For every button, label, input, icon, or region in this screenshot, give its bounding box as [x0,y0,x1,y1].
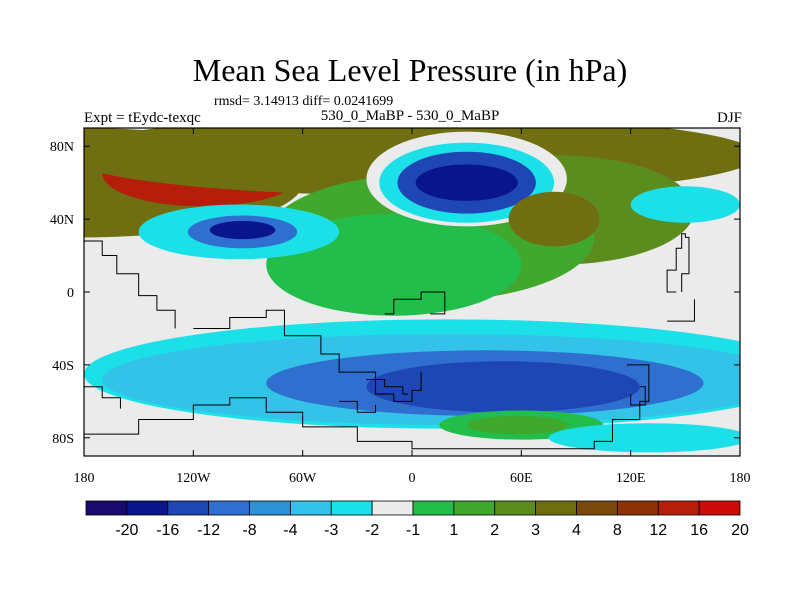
colorbar-label: 1 [449,522,458,539]
colorbar-swatch [616,500,659,516]
y-tick-label: 0 [67,286,74,301]
stats-line: rmsd= 3.14913 diff= 0.0241699 [214,94,394,109]
x-tick-label: 0 [409,471,416,486]
contour-region-22 [548,423,740,453]
colorbar-label: -20 [115,522,138,539]
colorbar-label: -12 [197,522,220,539]
coastline-2 [84,240,176,329]
colorbar-swatch [208,500,250,516]
contour-region-21 [466,415,569,435]
colorbar-label: -8 [242,522,256,539]
contour-region-14 [209,220,276,240]
colorbar-label: -3 [324,522,338,539]
colorbar-swatch [371,500,414,516]
case-label: 530_0_MaBP - 530_0_MaBP [320,108,500,124]
x-tick-label: 60E [510,471,533,486]
coastline-7 [339,400,377,413]
colorbar-swatch [330,500,373,516]
colorbar-label: -4 [283,522,297,539]
colorbar-swatch [657,500,700,516]
colorbar-label: -2 [365,522,379,539]
coastline-6 [366,378,409,395]
colorbar-label: 12 [649,522,667,539]
season-label: DJF [716,110,742,126]
colorbar-swatch [126,500,169,516]
colorbar-swatch [576,500,618,516]
colorbar-label: 20 [731,522,749,539]
colorbar-label: 2 [490,522,499,539]
colorbar-swatch [494,500,537,516]
y-tick-label: 80S [52,432,74,447]
colorbar-label: -1 [406,522,420,539]
contour-region-10 [415,164,518,201]
contour-region-15 [630,186,740,223]
colorbar-swatch [289,500,332,516]
coastline-0 [84,364,650,450]
coastline-9 [630,386,646,406]
y-tick-label: 40N [50,213,74,228]
colorbar-label: -16 [156,522,179,539]
x-tick-label: 60W [289,471,317,486]
coastline-4 [667,299,695,322]
colorbar-swatch [167,500,210,516]
contour-region-19 [366,361,640,413]
coastline-1 [193,309,422,402]
colorbar-label: 16 [690,522,708,539]
coastline-8 [84,386,121,409]
colorbar-label: 8 [613,522,622,539]
x-tick-label: 120E [616,471,646,486]
contour-region-11 [508,191,600,247]
x-tick-label: 180 [74,471,95,486]
coastline-5 [666,233,690,293]
colorbar-swatch [698,500,741,516]
x-tick-label: 120W [176,471,211,486]
coastline-3 [384,291,446,315]
axes: 180 120W 60W 0 60E 120E 180 80N 40N 0 40S 80S [50,128,751,486]
colorbar-swatch [412,500,455,516]
colorbar-swatch [85,500,128,516]
colorbar-swatch [249,500,291,516]
colorbar-label: 3 [531,522,540,539]
colorbar: -20 -16 -12 -8 -4 -3 -2 -1 1 2 3 4 8 12 16 20 [85,500,749,539]
chart-title: Mean Sea Level Pressure (in hPa) [192,52,628,88]
colorbar-label: 4 [572,522,581,539]
land-outline [84,233,695,450]
x-tick-label: 180 [730,471,751,486]
experiment-label: Expt = tEydc-texqc [84,110,201,126]
colorbar-swatch [535,500,577,516]
y-tick-label: 80N [50,140,74,155]
colorbar-swatch [453,500,496,516]
y-tick-label: 40S [52,359,74,374]
